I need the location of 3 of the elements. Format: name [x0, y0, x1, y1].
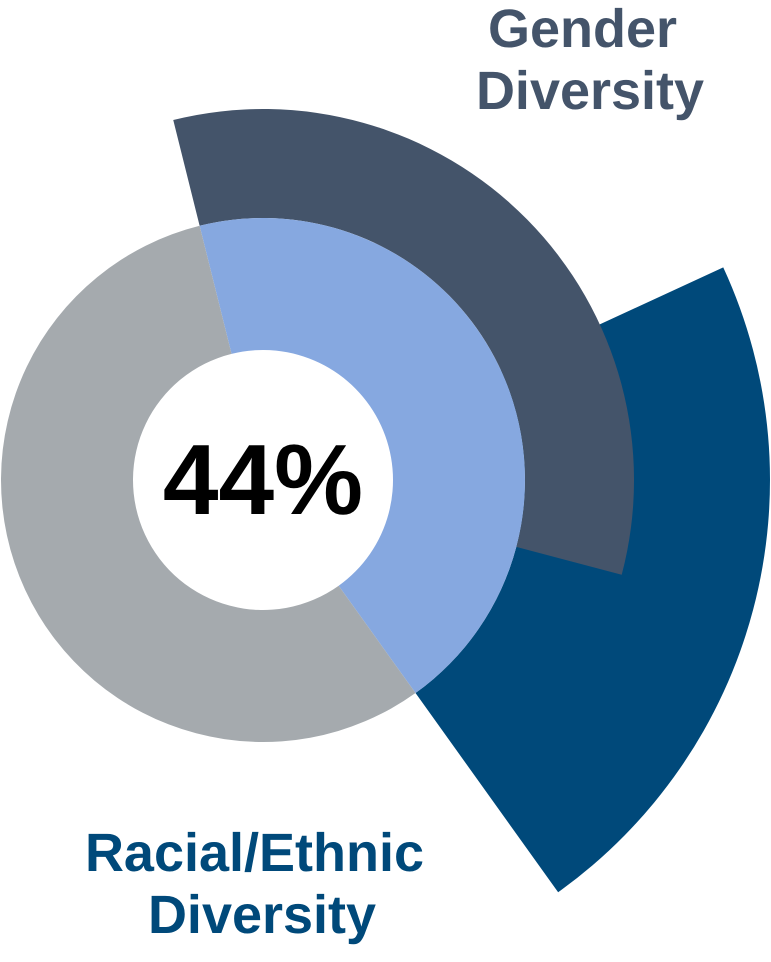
text: Gender Diversity: [476, 0, 704, 121]
text: Racial/Ethnic Diversity: [84, 823, 440, 945]
data-label: 44%: [162, 424, 364, 536]
